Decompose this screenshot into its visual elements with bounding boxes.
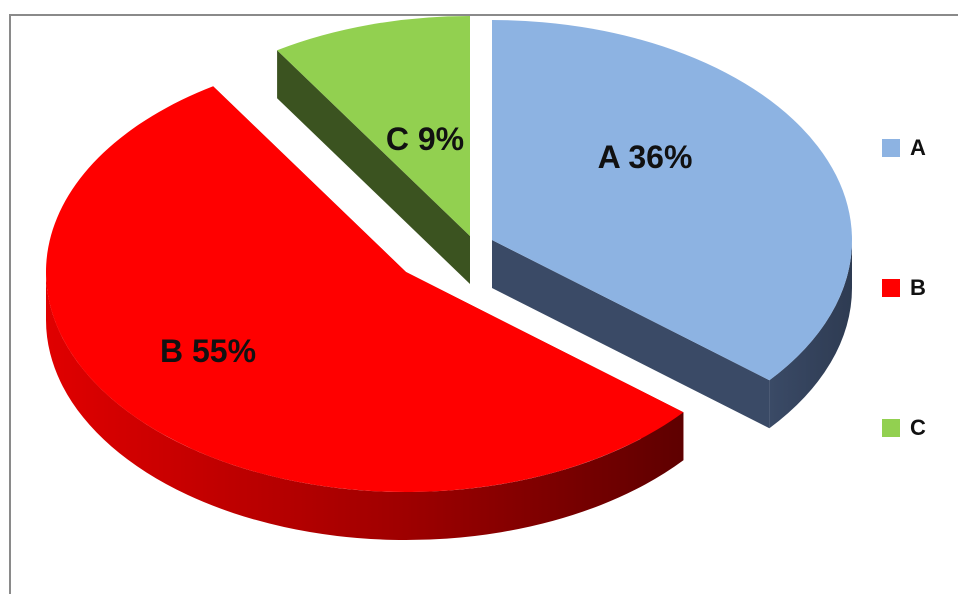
legend-item-c: C — [882, 408, 926, 448]
pie-slice-c-top — [277, 16, 470, 236]
legend-item-a: A — [882, 128, 926, 168]
pie-slice-a-side — [769, 240, 852, 429]
data-label-c: C 9% — [386, 121, 464, 157]
pie-slice-c — [277, 16, 470, 284]
data-label-b: B 55% — [160, 333, 256, 369]
legend-item-b: B — [882, 268, 926, 308]
pie-slice-b-side — [46, 272, 684, 540]
legend-label-b: B — [910, 275, 926, 300]
legend-label-c: C — [910, 415, 926, 440]
pie-slice-a-top — [492, 20, 852, 381]
legend-swatch-b — [882, 279, 900, 297]
pie-chart: A 36% B 55% C 9% — [45, 16, 852, 540]
pie-slice-b-top — [45, 86, 684, 492]
legend-swatch-c — [882, 419, 900, 437]
pie-slice-a — [492, 20, 852, 429]
legend-label-a: A — [910, 135, 926, 160]
pie-slice-a-wall-1 — [492, 240, 770, 429]
legend-swatch-a — [882, 139, 900, 157]
pie-slice-b — [45, 86, 684, 540]
data-label-a: A 36% — [598, 139, 693, 175]
pie-slice-c-wall-0 — [277, 50, 470, 284]
chart-frame — [9, 14, 958, 594]
